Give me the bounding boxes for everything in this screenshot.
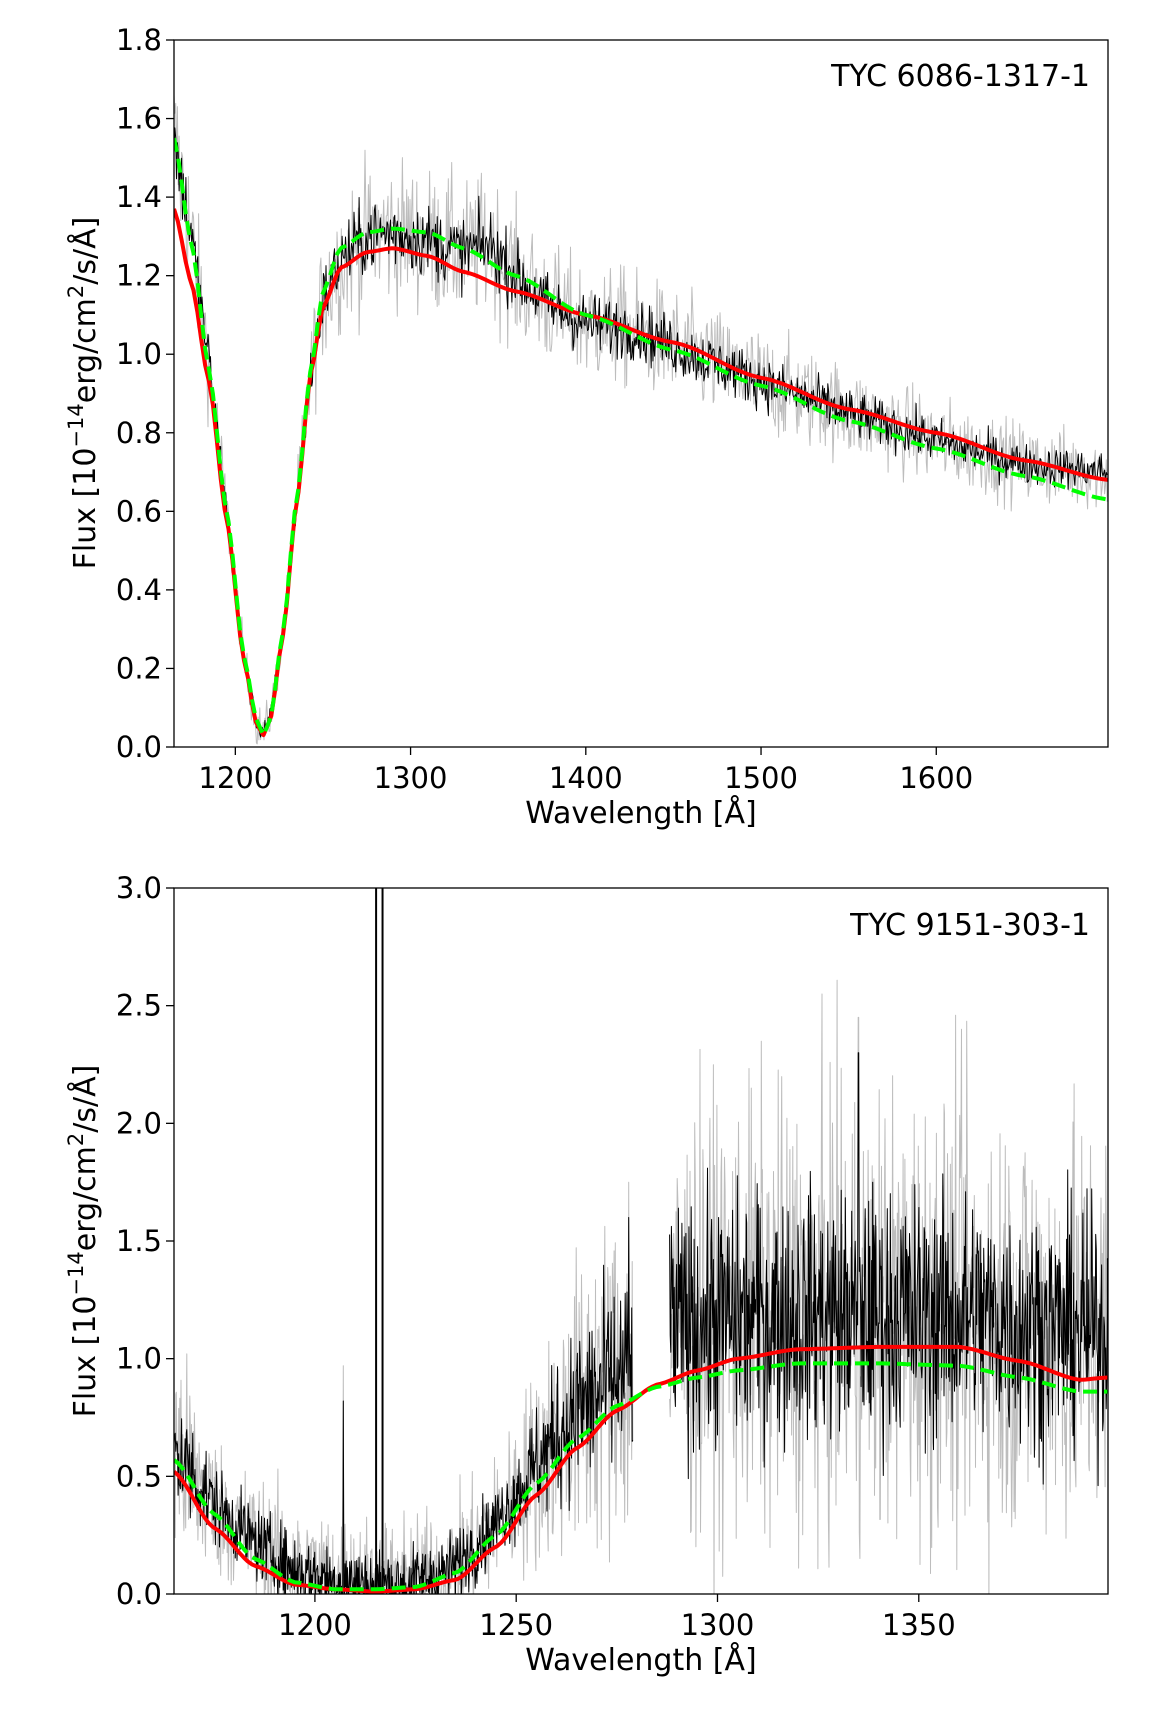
top-x-axis-label: Wavelength [Å] xyxy=(525,795,756,831)
top-x-tick-label-1: 1300 xyxy=(374,761,448,795)
bottom-axis-ticks: 1200 1250 1300 1350 0.0 0.5 1.0 1.5 2.0 2.5 3.0 xyxy=(116,871,956,1642)
bottom-y-tick-label-4: 2.0 xyxy=(116,1106,162,1140)
bottom-plot-area xyxy=(174,888,1108,1594)
bottom-y-tick-label-3: 1.5 xyxy=(116,1224,162,1258)
top-y-tick-label-0: 0.0 xyxy=(116,730,162,764)
bottom-x-tick-label-2: 1300 xyxy=(681,1608,755,1642)
bottom-panel-title: TYC 9151-303-1 xyxy=(849,908,1090,943)
top-y-axis-label: Flux [10−14erg/cm2/s/Å] xyxy=(64,217,103,570)
bottom-panel: 1200 1250 1300 1350 0.0 0.5 1.0 1.5 2.0 2.5 3.0 TY… xyxy=(64,871,1109,1678)
top-green-dashed-model-line xyxy=(174,137,1108,738)
top-y-tick-label-1: 0.2 xyxy=(116,651,162,685)
top-panel-title: TYC 6086-1317-1 xyxy=(830,59,1090,94)
top-x-tick-label-3: 1500 xyxy=(724,761,798,795)
bottom-y-tick-label-0: 0.0 xyxy=(116,1577,162,1611)
bottom-x-tick-label-3: 1350 xyxy=(882,1608,956,1642)
bottom-y-tick-label-1: 0.5 xyxy=(116,1459,162,1493)
top-y-tick-label-2: 0.4 xyxy=(116,573,162,607)
top-axis-ticks: 1200 1300 1400 1500 1600 0.0 0.2 0.4 0.6 0.8 1.0 1.… xyxy=(116,23,973,795)
top-x-tick-label-4: 1600 xyxy=(899,761,973,795)
top-y-tick-label-4: 0.8 xyxy=(116,416,162,450)
bottom-y-tick-label-5: 2.5 xyxy=(116,989,162,1023)
top-red-model-line xyxy=(174,208,1108,738)
top-y-tick-label-3: 0.6 xyxy=(116,494,162,528)
top-y-tick-label-9: 1.8 xyxy=(116,23,162,57)
bottom-green-dashed-model-line xyxy=(174,1361,1108,1592)
bottom-x-tick-label-1: 1250 xyxy=(479,1608,553,1642)
top-x-tick-label-0: 1200 xyxy=(198,761,272,795)
bottom-y-tick-label-2: 1.0 xyxy=(116,1342,162,1376)
top-plot-frame xyxy=(173,39,1109,748)
bottom-spectrum-data-line xyxy=(174,1052,1108,1594)
top-y-tick-label-6: 1.2 xyxy=(116,259,162,293)
bottom-y-tick-label-6: 3.0 xyxy=(116,871,162,905)
bottom-x-axis-label: Wavelength [Å] xyxy=(525,1642,756,1678)
top-y-tick-label-7: 1.4 xyxy=(116,180,162,214)
top-y-tick-label-5: 1.0 xyxy=(116,337,162,371)
top-panel: 1200 1300 1400 1500 1600 0.0 0.2 0.4 0.6 0.8 1.0 1.… xyxy=(64,23,1109,831)
top-x-tick-label-2: 1400 xyxy=(549,761,623,795)
top-spectrum-error-line xyxy=(174,94,1108,745)
bottom-x-tick-label-0: 1200 xyxy=(278,1608,352,1642)
top-series-group xyxy=(174,94,1108,745)
bottom-y-axis-label: Flux [10−14erg/cm2/s/Å] xyxy=(64,1065,103,1418)
top-plot-area xyxy=(174,94,1108,745)
bottom-series-group xyxy=(174,888,1108,1594)
top-y-tick-label-8: 1.6 xyxy=(116,102,162,136)
